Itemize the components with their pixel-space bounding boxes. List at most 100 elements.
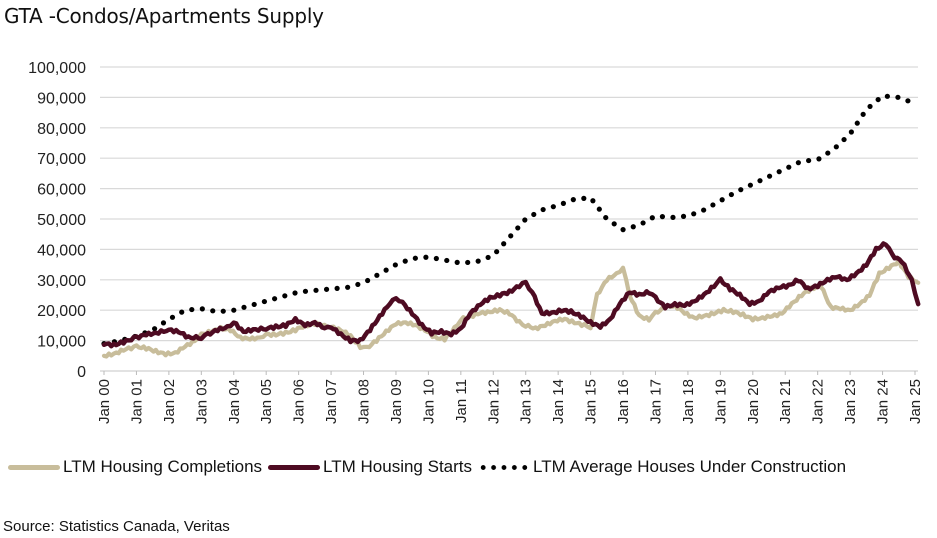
data-point [251, 301, 257, 308]
data-point [867, 103, 873, 110]
y-tick-label: 40,000 [37, 242, 86, 259]
data-point [825, 150, 831, 156]
data-point [355, 281, 361, 288]
x-tick-label: Jan 12 [485, 379, 502, 424]
data-point [475, 258, 481, 264]
data-point [345, 284, 351, 290]
legend-item-starts[interactable]: LTM Housing Starts [268, 457, 472, 477]
x-tick-label: Jan 04 [226, 379, 243, 424]
x-tick-label: Jan 18 [680, 379, 697, 424]
legend-label-completions: LTM Housing Completions [63, 457, 263, 476]
x-tick-label: Jan 13 [518, 379, 535, 424]
data-point [895, 94, 901, 100]
data-point [848, 129, 854, 135]
y-tick-label: 80,000 [37, 121, 86, 138]
data-point [833, 144, 839, 150]
data-point [738, 187, 744, 193]
data-point [423, 254, 429, 260]
data-point [603, 214, 609, 221]
x-tick-label: Jan 17 [647, 379, 664, 424]
data-point [719, 197, 725, 203]
data-point [485, 254, 491, 261]
x-tick-label: Jan 00 [96, 379, 113, 424]
data-point [313, 287, 319, 293]
x-tick-label: Jan 20 [745, 379, 762, 424]
legend-swatch-under-construction [478, 464, 531, 470]
data-point [282, 293, 288, 299]
legend-swatch-completions [8, 464, 60, 470]
data-point [199, 306, 205, 312]
data-point [649, 215, 655, 221]
data-point [841, 136, 847, 143]
x-tick-label: Jan 09 [388, 379, 405, 424]
data-point [189, 306, 195, 313]
x-tick-label: Jan 03 [193, 379, 210, 424]
data-point [630, 224, 636, 230]
x-tick-label: Jan 07 [323, 379, 340, 424]
y-axis-ticks: 0 10,000 20,000 30,000 40,000 50,000 60,000 70,… [28, 60, 86, 381]
data-point [795, 160, 801, 166]
data-point [412, 255, 418, 261]
data-point [680, 213, 687, 219]
data-point [640, 220, 646, 226]
x-axis: Jan 00 Jan 01 Jan 02 Jan 03 Jan 04 Jan 05 Jan … [96, 370, 924, 424]
data-point [860, 111, 866, 117]
data-point [550, 204, 556, 210]
data-point [402, 258, 408, 264]
data-point [747, 182, 753, 188]
data-point [152, 326, 158, 332]
source-note: Source: Statistics Canada, Veritas [3, 518, 230, 535]
data-point [292, 290, 298, 296]
data-point [806, 157, 812, 164]
data-point [590, 198, 596, 204]
data-point [611, 221, 617, 227]
legend-item-completions[interactable]: LTM Housing Completions [8, 457, 262, 477]
y-tick-label: 70,000 [37, 151, 86, 168]
series-completions-line [101, 258, 921, 359]
chart-title: GTA -Condos/Apartments Supply [4, 4, 324, 28]
series-starts-line [101, 241, 921, 349]
data-point [766, 173, 773, 179]
data-point [776, 169, 782, 175]
x-tick-label: Jan 02 [161, 379, 178, 424]
y-tick-label: 60,000 [37, 182, 86, 199]
data-point [365, 277, 371, 284]
data-point [710, 202, 716, 208]
data-point [670, 214, 676, 220]
data-point [160, 320, 167, 326]
x-tick-label: Jan 21 [777, 379, 794, 424]
data-point [444, 257, 450, 264]
data-point [816, 156, 822, 162]
x-tick-label: Jan 11 [453, 379, 470, 423]
data-point [701, 207, 707, 213]
data-point [220, 308, 226, 314]
data-point [508, 233, 514, 239]
x-tick-label: Jan 19 [712, 379, 729, 424]
data-point [854, 120, 860, 126]
data-point [241, 304, 247, 310]
data-point [272, 296, 278, 302]
data-point [374, 272, 380, 278]
x-tick-label: Jan 22 [810, 379, 827, 424]
data-point [691, 211, 697, 217]
series-group [101, 93, 921, 359]
x-tick-label: Jan 06 [291, 379, 308, 424]
x-tick-label: Jan 16 [615, 379, 632, 424]
data-point [334, 285, 340, 291]
data-point [540, 206, 546, 213]
data-point [433, 255, 439, 262]
data-point [757, 178, 763, 184]
legend: LTM Housing Completions LTM Housing Star… [8, 457, 852, 477]
data-point [905, 98, 911, 104]
y-tick-label: 90,000 [37, 90, 86, 107]
data-point [884, 93, 890, 99]
legend-item-under-construction[interactable]: LTM Average Houses Under Construction [478, 457, 846, 477]
x-tick-label: Jan 15 [583, 379, 600, 424]
y-tick-label: 0 [77, 364, 86, 381]
x-tick-label: Jan 10 [420, 379, 437, 424]
data-point [454, 259, 460, 265]
data-point [581, 195, 587, 201]
data-point [465, 259, 471, 266]
data-point [596, 206, 602, 212]
